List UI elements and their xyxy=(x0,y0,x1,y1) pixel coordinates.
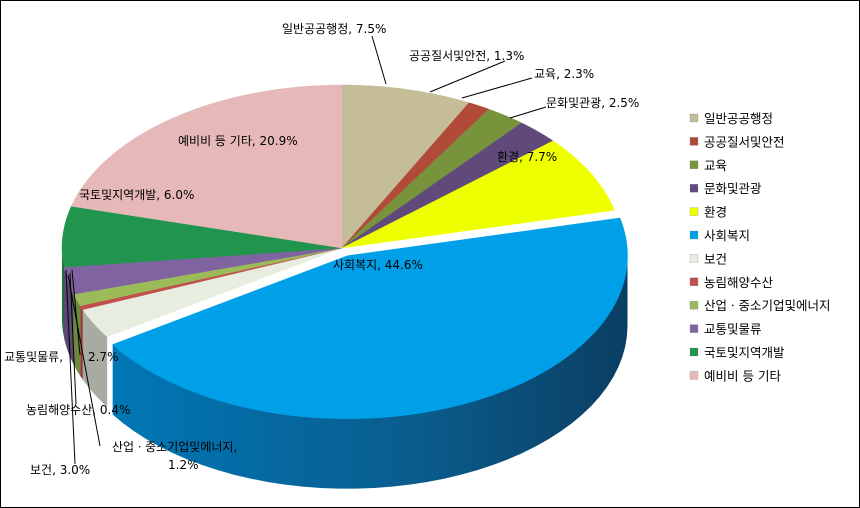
legend-swatch xyxy=(689,113,699,123)
legend-swatch xyxy=(689,301,699,310)
data-label-공공질서및안전: 공공질서및안전, 1.3% xyxy=(409,49,524,63)
data-label-산업중소기업및에너지: 산업ㆍ중소기업및에너지, xyxy=(112,440,237,454)
legend-item: 예비비 등 기타 xyxy=(704,368,781,383)
leader-line xyxy=(69,272,77,405)
legend-item: 교통및물류 xyxy=(704,322,762,337)
legend-swatch xyxy=(689,137,699,146)
leader-line xyxy=(509,106,547,119)
data-labels: 일반공공행정, 7.5% 공공질서및안전, 1.3% 교육, 2.3% 문화및관… xyxy=(4,21,639,477)
legend-swatch xyxy=(689,254,699,263)
pie-slices xyxy=(61,84,628,419)
legend-item: 공공질서및안전 xyxy=(704,134,785,149)
slice-일반공공행정 xyxy=(341,84,470,249)
leader-lines xyxy=(65,35,547,465)
legend-swatch xyxy=(689,160,699,169)
leader-line xyxy=(71,269,81,356)
data-label-환경: 환경, 7.7% xyxy=(497,150,557,164)
leader-line xyxy=(429,60,506,93)
side-사회복지 xyxy=(112,255,628,489)
legend-item: 환경 xyxy=(704,205,727,220)
leader-line xyxy=(67,274,101,447)
slice-환경 xyxy=(341,140,615,249)
data-label-사회복지: 사회복지, 44.6% xyxy=(333,258,423,272)
side-보건 xyxy=(82,309,108,407)
legend-item: 사회복지 xyxy=(704,228,750,243)
leader-line xyxy=(371,35,387,85)
slice-국토및지역개발 xyxy=(61,205,343,268)
data-label-교통및물류-value: 2.7% xyxy=(88,350,119,364)
data-label-농림해양수산: 농림해양수산, 0.4% xyxy=(26,403,130,417)
legend-swatch xyxy=(689,277,699,286)
legend-swatch xyxy=(689,324,699,333)
legend-item: 일반공공행정 xyxy=(704,111,773,126)
legend-item: 국토및지역개발 xyxy=(704,345,785,360)
slice-교육 xyxy=(341,108,523,249)
legend-swatch xyxy=(689,347,699,357)
slice-문화및관광 xyxy=(341,122,554,249)
data-label-산업중소기업및에너지-value: 1.2% xyxy=(168,458,199,472)
legend-swatch xyxy=(689,207,699,216)
legend-swatch xyxy=(689,371,699,380)
slice-교통및물류 xyxy=(63,247,343,295)
legend-item: 교육 xyxy=(704,158,727,173)
leader-line xyxy=(65,269,76,465)
data-label-보건: 보건, 3.0% xyxy=(30,463,90,477)
legend-item: 문화및관광 xyxy=(704,181,762,196)
legend-swatch xyxy=(689,184,699,193)
data-label-일반공공행정: 일반공공행정, 7.5% xyxy=(282,21,386,36)
legend-item: 농림해양수산 xyxy=(704,275,774,290)
slice-예비비 등 기타 xyxy=(70,84,343,249)
data-label-교통및물류: 교통및물류, xyxy=(4,350,63,364)
slice-사회복지 xyxy=(112,217,628,419)
data-label-문화및관광: 문화및관광, 2.5% xyxy=(546,96,639,110)
side-농림해양수산 xyxy=(80,305,83,380)
side-국토및지역개발 xyxy=(62,248,64,338)
data-label-예비비등기타: 예비비 등 기타, 20.9% xyxy=(178,134,298,148)
leader-line xyxy=(461,77,533,99)
legend-swatch xyxy=(689,230,699,240)
legend-item: 보건 xyxy=(704,251,727,266)
legend-item: 산업ㆍ중소기업및에너지 xyxy=(704,298,831,313)
data-label-교육: 교육, 2.3% xyxy=(534,67,594,81)
legend: 일반공공행정공공질서및안전교육문화및관광환경사회복지보건농림해양수산산업ㆍ중소기… xyxy=(689,111,831,383)
data-label-국토및지역개발: 국토및지역개발, 6.0% xyxy=(79,188,194,202)
pie-side-walls xyxy=(62,248,628,489)
slice-보건 xyxy=(82,247,343,338)
